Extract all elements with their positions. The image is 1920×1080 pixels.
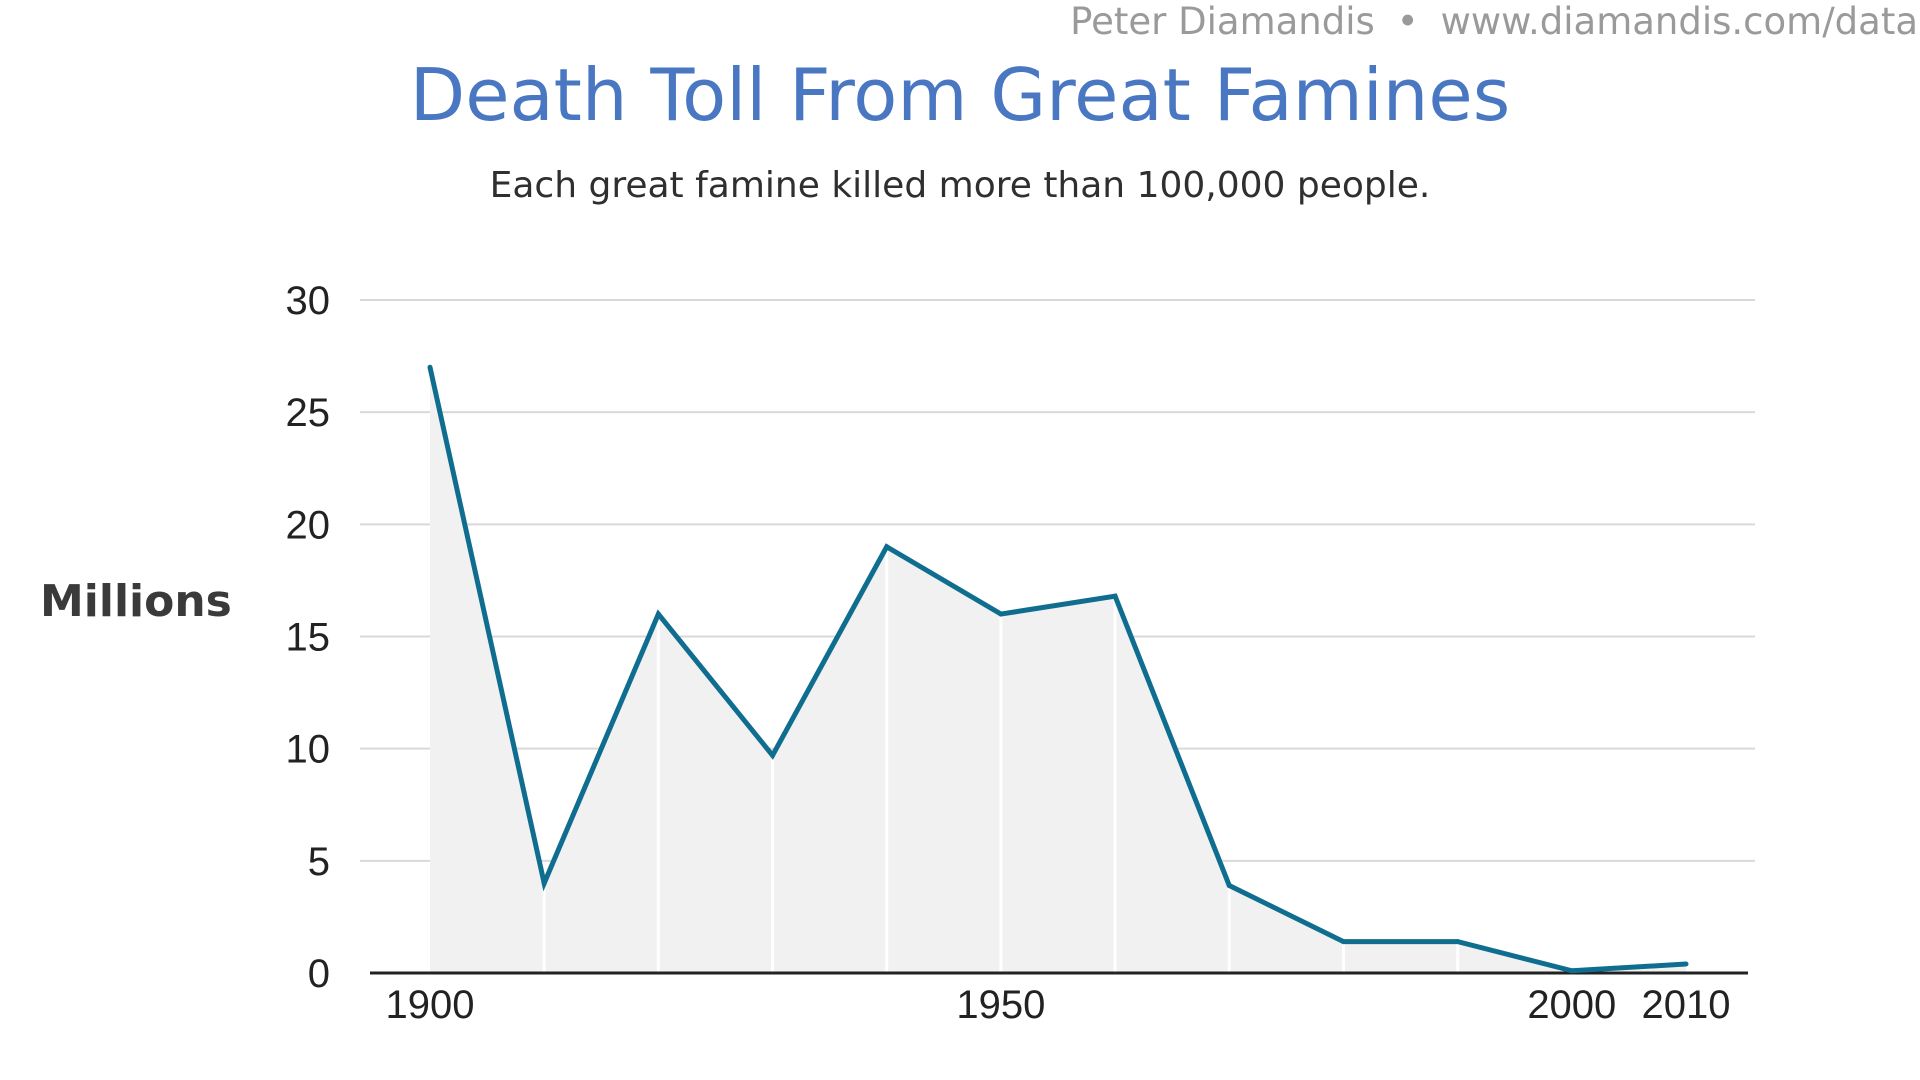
data-points: [427, 364, 1689, 974]
x-tick-label-1900: 1900: [386, 983, 475, 1027]
data-point-1970: [1226, 883, 1232, 889]
y-tick-label-5: 5: [308, 840, 330, 884]
y-tick-label-15: 15: [286, 616, 331, 660]
chart-title: Death Toll From Great Famines: [409, 53, 1511, 137]
x-tick-label-2010: 2010: [1642, 983, 1731, 1027]
series-line: [427, 366, 1687, 974]
y-axis-label: Millions: [40, 576, 232, 627]
area-fill: [430, 367, 1686, 973]
data-point-2010: [1683, 961, 1689, 967]
x-tick-label-1950: 1950: [956, 983, 1045, 1027]
data-point-1960: [1112, 593, 1118, 599]
y-tick-label-25: 25: [286, 391, 331, 435]
data-point-1900: [427, 364, 433, 370]
x-tick-labels: 1900 1950 2000 2010: [386, 983, 1731, 1027]
attribution-separator: •: [1396, 0, 1419, 43]
source-url[interactable]: www.diamandis.com/data: [1440, 0, 1918, 43]
author-name: Peter Diamandis: [1070, 0, 1375, 43]
data-point-1910: [541, 880, 547, 886]
data-point-1990: [1455, 939, 1461, 945]
vertical-dividers: [542, 548, 1574, 973]
data-point-2000: [1569, 968, 1575, 974]
y-tick-labels: 0 5 10 15 20 25 30: [286, 279, 331, 996]
data-point-1920: [655, 611, 661, 617]
data-point-1950: [998, 611, 1004, 617]
y-tick-label-30: 30: [286, 279, 331, 323]
data-point-1940: [884, 544, 890, 550]
x-tick-label-2000: 2000: [1527, 983, 1616, 1027]
data-point-1980: [1340, 939, 1346, 945]
attribution: Peter Diamandis • www.diamandis.com/data: [1070, 0, 1918, 44]
y-tick-label-0: 0: [308, 952, 330, 996]
y-tick-label-20: 20: [286, 503, 331, 547]
y-tick-label-10: 10: [286, 728, 331, 772]
data-point-1930: [770, 752, 776, 758]
chart-subtitle: Each great famine killed more than 100,0…: [489, 165, 1431, 206]
